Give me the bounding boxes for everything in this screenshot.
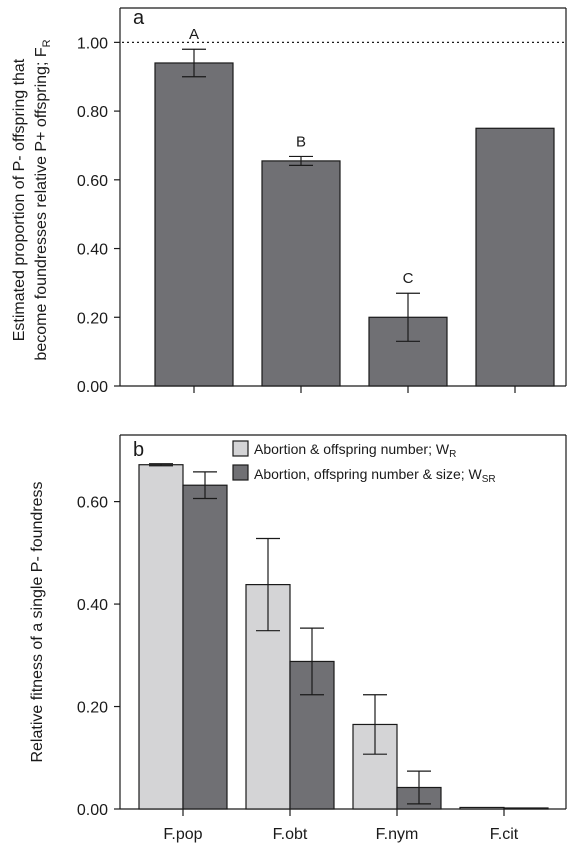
legend-label-series-1: Abortion & offspring number; WR [254,441,456,460]
panel-a-y-tick-label: 0.00 [77,379,108,396]
panel-a-ylabel-line2: become foundresses relative P+ offspring… [33,39,53,360]
panel-a-y-tick-label: 0.20 [77,310,108,327]
panel-a-significance-letter: C [403,270,414,287]
panel-a-chart: Estimated proportion of P- offspring tha… [11,7,567,396]
panel-b-bar-series-2 [182,484,228,810]
panel-b-ylabel: Relative fitness of a single P- foundres… [29,481,46,762]
panel-b-bar-series-1 [459,806,505,810]
panel-a-plot-area: 0.00 0.20 0.40 0.60 0.80 1.00 A B C [77,7,567,396]
panel-b-y-tick-label: 0.60 [77,495,108,512]
panel-a-ylabel-line1: Estimated proportion of P- offspring tha… [11,58,28,341]
panel-a-y-tick-label: 1.00 [77,35,108,52]
panel-a-y-tick-label: 0.40 [77,242,108,259]
legend-swatch-series-2 [232,464,249,481]
panel-a-significance-letter: A [189,26,199,43]
panel-b-legend: Abortion & offspring number; WR Abortion… [232,440,496,485]
panel-a-y-tick-label: 0.60 [77,173,108,190]
panel-b-y-tick-label: 0.00 [77,802,108,819]
panel-b-bar-series-1 [138,464,184,810]
panel-b-x-tick-label: F.obt [273,826,308,843]
panel-a-bar [475,127,555,387]
panel-a-label: a [133,7,145,29]
panel-b-plot-area: 0.00 0.20 0.40 0.60 F.pop F.obt F.nym F.cit [77,434,567,843]
panel-b-label: b [133,439,144,461]
panel-b-y-tick-label: 0.20 [77,700,108,717]
panel-b-chart: Relative fitness of a single P- foundres… [29,434,567,843]
panel-b-y-tick-label: 0.40 [77,597,108,614]
legend-swatch-series-1 [232,440,249,457]
panel-b-x-tick-label: F.nym [376,826,419,843]
panel-b-bar-series-2 [503,807,549,810]
panel-a-bar [154,62,234,387]
panel-b-x-tick-label: F.cit [490,826,519,843]
panel-a-ylabel-subscript: R [41,39,53,47]
legend-label-series-2: Abortion, offspring number & size; WSR [254,466,496,485]
panel-a-bar [261,160,341,387]
panel-a-significance-letter: B [296,133,306,150]
panel-b-x-tick-label: F.pop [163,826,202,843]
panel-a-y-tick-label: 0.80 [77,104,108,121]
